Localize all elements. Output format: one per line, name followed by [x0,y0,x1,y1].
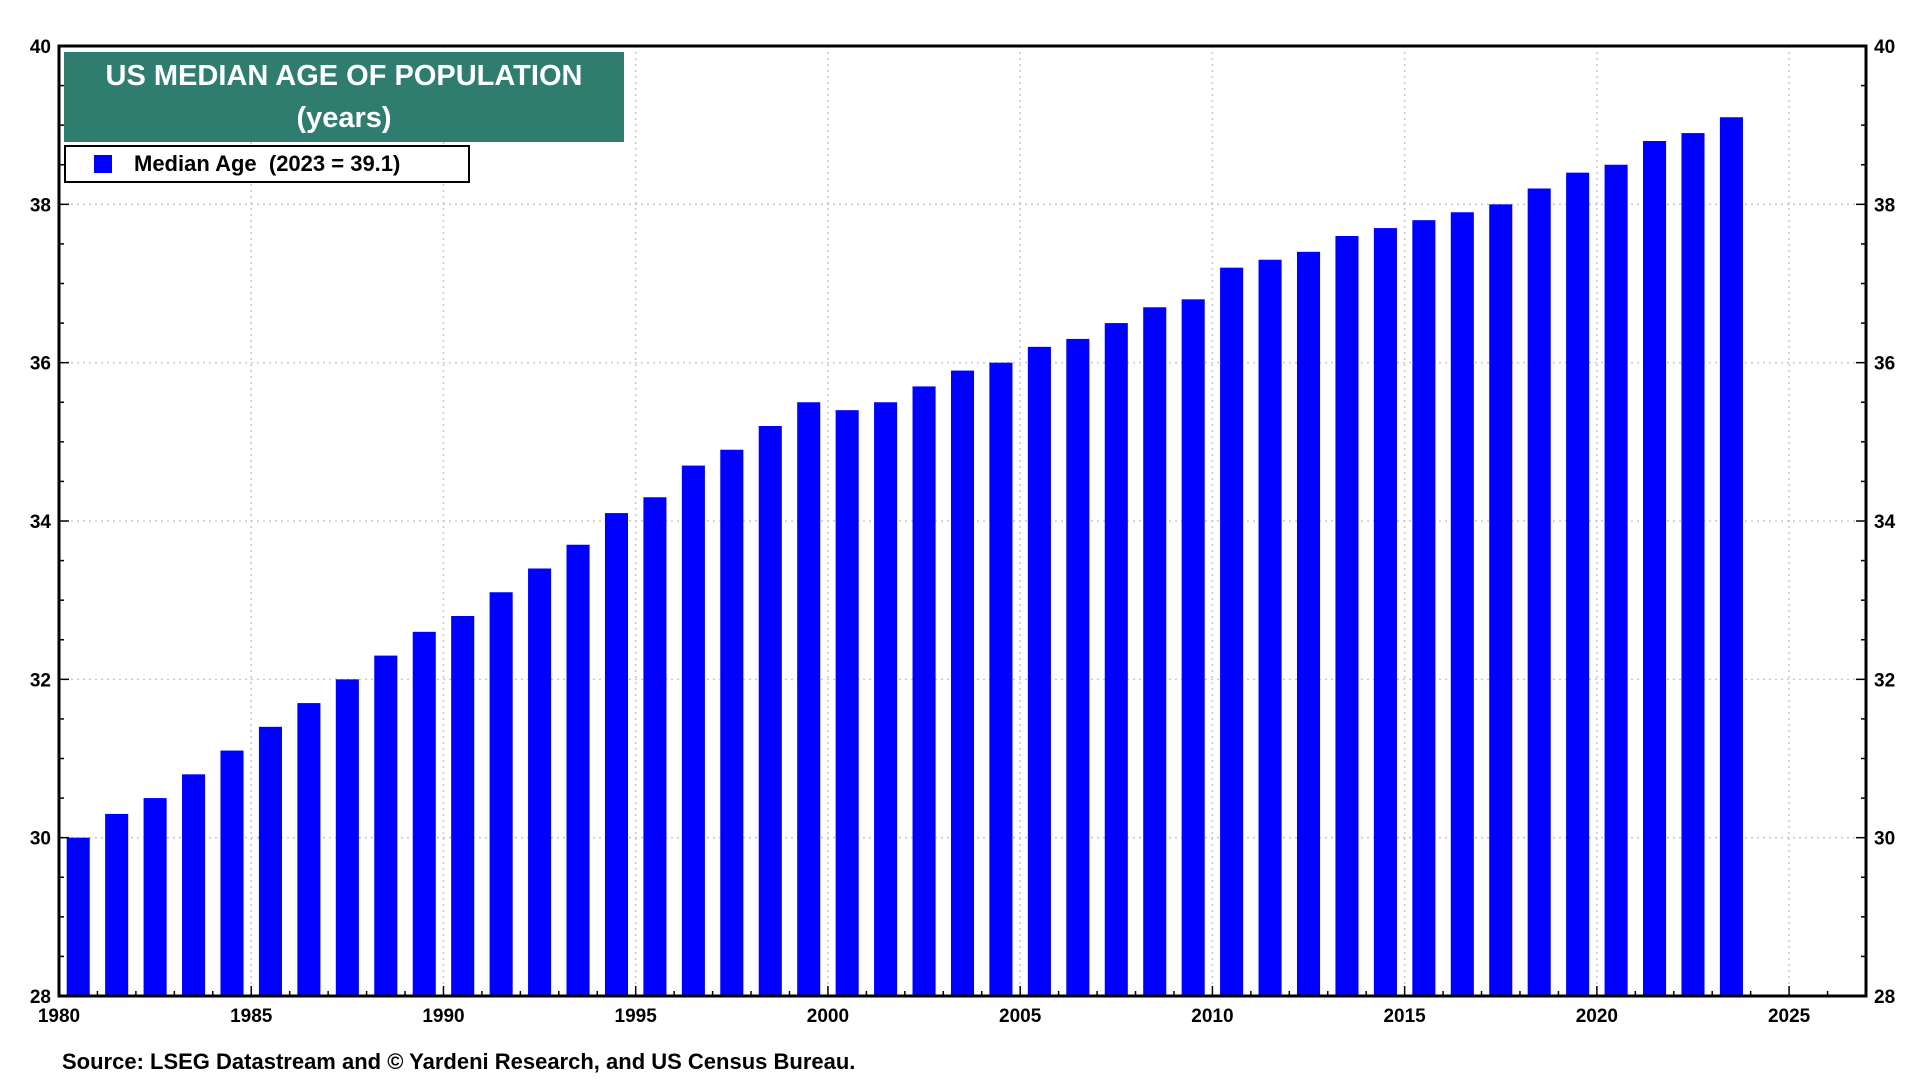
y-tick-label-right-34: 34 [1874,512,1896,533]
bar-1999 [797,402,821,996]
bar-2003 [950,370,975,996]
y-tick-label-left-34: 34 [30,512,52,533]
axis-tick-labels: 1980 1985 1990 1995 2000 2005 2010 2015 2020 2025… [30,37,1896,1027]
x-tick-label-2015: 2015 [1383,1006,1426,1027]
x-tick-label-2020: 2020 [1576,1006,1618,1027]
y-tick-label-left-28: 28 [30,987,51,1008]
bar-1989 [412,631,436,996]
bar-1988 [374,655,398,996]
legend-label-median-age: Median Age (2023 = 39.1) [134,151,401,176]
bar-2014 [1373,228,1397,997]
bar-1994 [604,513,629,996]
x-tick-label-2025: 2025 [1768,1006,1811,1027]
y-tick-label-left-40: 40 [30,37,51,58]
source-note: Source: LSEG Datastream and © Yardeni Re… [62,1049,856,1074]
bar-2004 [989,362,1013,997]
bar-2015 [1412,220,1436,996]
y-tick-label-right-40: 40 [1874,37,1895,58]
bar-2019 [1566,172,1590,996]
bar-2013 [1335,236,1359,996]
bar-1996 [681,465,705,996]
x-tick-label-2010: 2010 [1191,1006,1233,1027]
y-tick-label-right-36: 36 [1874,354,1895,375]
x-tick-label-1980: 1980 [38,1006,80,1027]
bar-2001 [874,402,898,996]
chart-subtitle: (years) [296,102,392,134]
x-tick-label-1985: 1985 [230,1006,273,1027]
legend: Median Age (2023 = 39.1) [64,145,470,183]
bar-2006 [1066,338,1090,997]
bar-1983 [182,774,206,996]
bar-2021 [1643,141,1667,996]
bar-1990 [451,616,475,996]
legend-swatch-median-age [94,155,112,173]
x-tick-label-1990: 1990 [422,1006,464,1027]
bar-1991 [489,592,513,996]
bar-2017 [1489,204,1513,997]
bar-1980 [66,837,90,996]
bar-1984 [220,750,244,996]
bar-2009 [1181,299,1205,996]
bar-2022 [1681,133,1705,997]
bar-2002 [912,386,936,997]
bar-2005 [1027,346,1051,996]
bar-2011 [1258,259,1282,996]
y-tick-label-left-36: 36 [30,354,51,375]
y-tick-label-left-32: 32 [30,670,51,691]
bar-1982 [143,798,167,996]
y-tick-label-left-30: 30 [30,829,51,850]
y-tick-label-left-38: 38 [30,195,51,216]
bar-series [66,117,1743,997]
bar-1981 [105,813,129,996]
bar-1992 [528,568,552,996]
bar-2023 [1719,117,1743,996]
bar-2010 [1220,267,1244,997]
y-tick-label-right-38: 38 [1874,195,1895,216]
bar-2012 [1296,251,1321,997]
bar-2000 [835,410,859,997]
y-tick-label-right-30: 30 [1874,829,1895,850]
x-tick-label-2005: 2005 [999,1006,1042,1027]
bar-2020 [1604,164,1628,996]
bar-1986 [297,703,321,996]
bar-1993 [566,544,590,996]
bar-2016 [1450,212,1474,996]
chart-title-box: US MEDIAN AGE OF POPULATION (years) [64,52,624,142]
bar-1997 [720,449,744,996]
y-tick-label-right-28: 28 [1874,987,1895,1008]
bar-2007 [1104,323,1128,996]
bar-1995 [643,497,667,996]
bar-2008 [1143,307,1167,996]
bar-1985 [258,726,282,996]
grid-lines [59,46,1866,996]
bar-2018 [1527,188,1551,996]
x-tick-label-1995: 1995 [615,1006,658,1027]
axis-ticks [58,45,1867,997]
y-tick-label-right-32: 32 [1874,670,1895,691]
x-tick-label-2000: 2000 [807,1006,849,1027]
bar-1998 [758,426,782,996]
bar-1987 [335,679,359,996]
chart-title: US MEDIAN AGE OF POPULATION [105,60,583,92]
